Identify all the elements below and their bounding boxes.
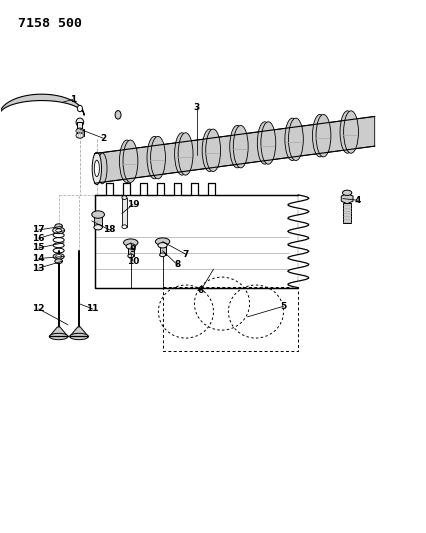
Text: 2: 2 bbox=[100, 134, 106, 143]
Text: 11: 11 bbox=[86, 304, 98, 313]
Polygon shape bbox=[49, 327, 68, 336]
Ellipse shape bbox=[53, 254, 64, 260]
Ellipse shape bbox=[92, 211, 104, 218]
Polygon shape bbox=[95, 116, 374, 183]
Ellipse shape bbox=[121, 225, 127, 229]
Ellipse shape bbox=[155, 238, 170, 245]
Text: 4: 4 bbox=[354, 196, 360, 205]
Ellipse shape bbox=[342, 190, 351, 196]
Text: 15: 15 bbox=[32, 244, 45, 253]
Bar bbox=[76, 129, 83, 135]
Ellipse shape bbox=[127, 254, 133, 258]
Ellipse shape bbox=[49, 333, 68, 340]
Text: 7158 500: 7158 500 bbox=[18, 17, 82, 30]
Ellipse shape bbox=[315, 115, 330, 157]
Ellipse shape bbox=[55, 224, 62, 229]
Ellipse shape bbox=[123, 140, 138, 182]
Text: 5: 5 bbox=[280, 302, 286, 311]
Ellipse shape bbox=[339, 111, 354, 153]
Ellipse shape bbox=[147, 136, 161, 179]
Text: 13: 13 bbox=[32, 264, 45, 272]
Ellipse shape bbox=[119, 140, 134, 182]
Ellipse shape bbox=[201, 129, 216, 172]
Ellipse shape bbox=[174, 133, 189, 175]
Ellipse shape bbox=[229, 125, 244, 168]
Ellipse shape bbox=[260, 122, 275, 164]
Bar bbox=[159, 245, 165, 255]
Bar bbox=[95, 195, 298, 288]
Bar bbox=[127, 246, 133, 256]
Bar bbox=[77, 122, 82, 130]
Ellipse shape bbox=[312, 115, 327, 157]
Ellipse shape bbox=[159, 253, 165, 257]
Ellipse shape bbox=[69, 333, 88, 340]
Text: 1: 1 bbox=[69, 95, 75, 104]
Text: 17: 17 bbox=[32, 225, 45, 235]
Text: 9: 9 bbox=[130, 245, 136, 254]
Ellipse shape bbox=[158, 243, 167, 248]
Bar bbox=[121, 198, 127, 227]
Ellipse shape bbox=[55, 229, 61, 232]
Ellipse shape bbox=[76, 118, 83, 126]
Text: 16: 16 bbox=[32, 234, 45, 243]
Ellipse shape bbox=[257, 122, 271, 164]
Bar bbox=[342, 203, 351, 223]
Text: 3: 3 bbox=[193, 103, 199, 112]
Ellipse shape bbox=[288, 118, 302, 160]
Polygon shape bbox=[69, 327, 88, 336]
Ellipse shape bbox=[284, 118, 299, 160]
Text: 19: 19 bbox=[126, 200, 139, 209]
Ellipse shape bbox=[126, 244, 135, 249]
Ellipse shape bbox=[98, 153, 107, 184]
Ellipse shape bbox=[77, 106, 82, 112]
Ellipse shape bbox=[123, 239, 138, 246]
Ellipse shape bbox=[233, 125, 248, 168]
Polygon shape bbox=[340, 193, 352, 204]
Ellipse shape bbox=[115, 111, 121, 119]
Polygon shape bbox=[0, 94, 84, 115]
Ellipse shape bbox=[121, 196, 127, 199]
Text: 6: 6 bbox=[197, 286, 204, 295]
Ellipse shape bbox=[205, 129, 220, 172]
Ellipse shape bbox=[92, 152, 101, 184]
Ellipse shape bbox=[76, 128, 83, 133]
Ellipse shape bbox=[94, 160, 99, 176]
Ellipse shape bbox=[178, 133, 193, 175]
Ellipse shape bbox=[76, 133, 83, 138]
Ellipse shape bbox=[150, 136, 165, 179]
Ellipse shape bbox=[55, 255, 61, 259]
Text: 18: 18 bbox=[103, 225, 115, 235]
Ellipse shape bbox=[52, 227, 64, 233]
Text: 12: 12 bbox=[32, 304, 45, 313]
Ellipse shape bbox=[343, 111, 357, 153]
Text: 8: 8 bbox=[174, 261, 180, 269]
Ellipse shape bbox=[94, 224, 102, 230]
Text: 14: 14 bbox=[32, 254, 45, 263]
Ellipse shape bbox=[55, 259, 62, 264]
Text: 10: 10 bbox=[127, 257, 139, 265]
Text: 7: 7 bbox=[182, 250, 189, 259]
Bar bbox=[94, 215, 102, 227]
